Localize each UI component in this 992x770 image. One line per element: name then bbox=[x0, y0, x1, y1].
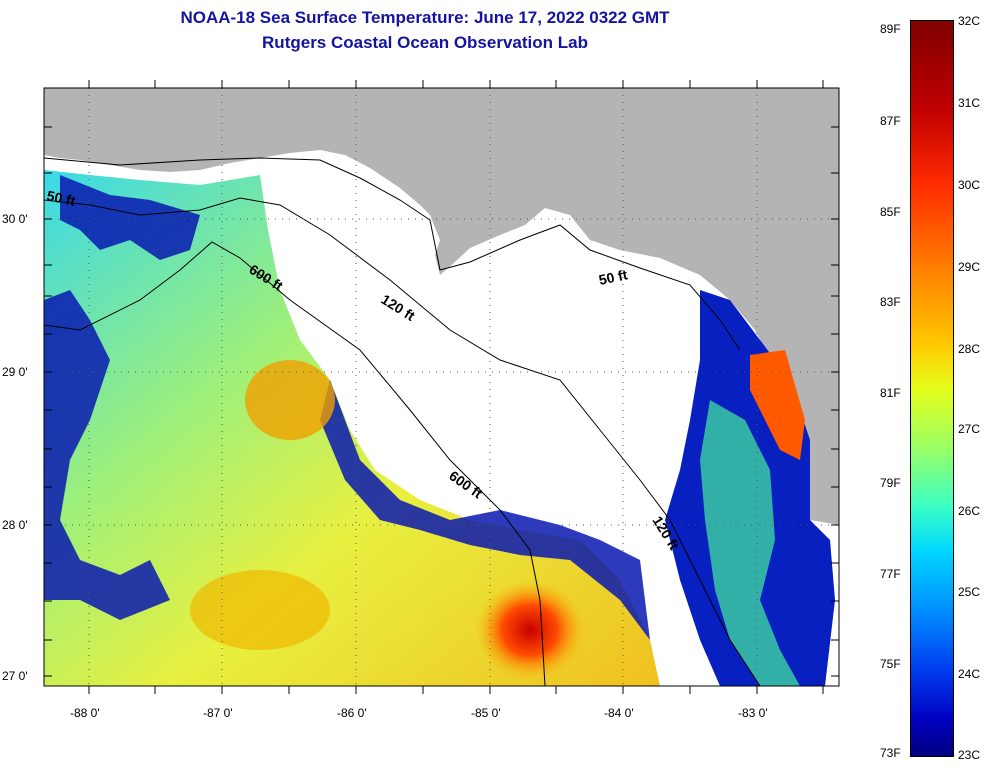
colorbar-c-label: 29C bbox=[958, 260, 981, 274]
colorbar-f-label: 85F bbox=[880, 205, 901, 219]
isobath-50ft bbox=[44, 157, 741, 351]
land-area bbox=[44, 88, 839, 525]
colorbar-f-label: 81F bbox=[880, 386, 901, 400]
temperature-colorbar bbox=[910, 20, 954, 757]
map-title: NOAA-18 Sea Surface Temperature: June 17… bbox=[180, 8, 670, 27]
colorbar-c-label: 24C bbox=[958, 667, 981, 681]
lon-label: -83 0' bbox=[738, 706, 768, 720]
hot-patch-south bbox=[475, 580, 585, 680]
sst-mid-east bbox=[700, 400, 800, 686]
lon-label: -84 0' bbox=[604, 706, 634, 720]
colorbar-f-label: 73F bbox=[880, 746, 901, 760]
isobath-label: 50 ft bbox=[45, 187, 77, 209]
colorbar-c-label: 26C bbox=[958, 504, 981, 518]
colorbar-f-label: 75F bbox=[880, 657, 901, 671]
colorbar-f-label: 79F bbox=[880, 476, 901, 490]
sst-cool-fringe-west bbox=[44, 290, 170, 620]
colorbar-c-label: 32C bbox=[958, 14, 981, 28]
lat-label: 29 0' bbox=[2, 365, 28, 379]
colorbar-c-label: 30C bbox=[958, 178, 981, 192]
lat-label: 30 0' bbox=[2, 212, 28, 226]
colorbar-f-label: 83F bbox=[880, 295, 901, 309]
lat-label: 28 0' bbox=[2, 518, 28, 532]
colorbar-f-label: 89F bbox=[880, 22, 901, 36]
sst-cool-fringe-shelf bbox=[320, 380, 650, 640]
map-frame bbox=[43, 87, 840, 687]
lon-label: -87 0' bbox=[203, 706, 233, 720]
sst-data-west bbox=[44, 170, 660, 686]
colorbar-f-label: 77F bbox=[880, 567, 901, 581]
warm-patch-south bbox=[190, 570, 330, 650]
warm-patch-central bbox=[245, 360, 335, 440]
lon-label: -88 0' bbox=[70, 706, 100, 720]
colorbar-c-label: 27C bbox=[958, 422, 981, 436]
lon-label: -86 0' bbox=[337, 706, 367, 720]
isobath-120ft bbox=[44, 197, 761, 686]
lat-label: 27 0' bbox=[2, 669, 28, 683]
colorbar-f-label: 87F bbox=[880, 114, 901, 128]
colorbar-c-label: 25C bbox=[958, 585, 981, 599]
isobath-label: 50 ft bbox=[597, 266, 629, 288]
map-subtitle: Rutgers Coastal Ocean Observation Lab bbox=[262, 33, 588, 52]
colorbar-c-label: 28C bbox=[958, 342, 981, 356]
axis-ticks bbox=[44, 80, 839, 694]
colorbar-c-label: 31C bbox=[958, 96, 981, 110]
sst-warm-east bbox=[750, 350, 805, 460]
lon-label: -85 0' bbox=[471, 706, 501, 720]
colorbar-c-label: 23C bbox=[958, 748, 981, 762]
isobath-600ft bbox=[44, 241, 546, 686]
sst-cool-fringe-nw bbox=[60, 175, 200, 260]
